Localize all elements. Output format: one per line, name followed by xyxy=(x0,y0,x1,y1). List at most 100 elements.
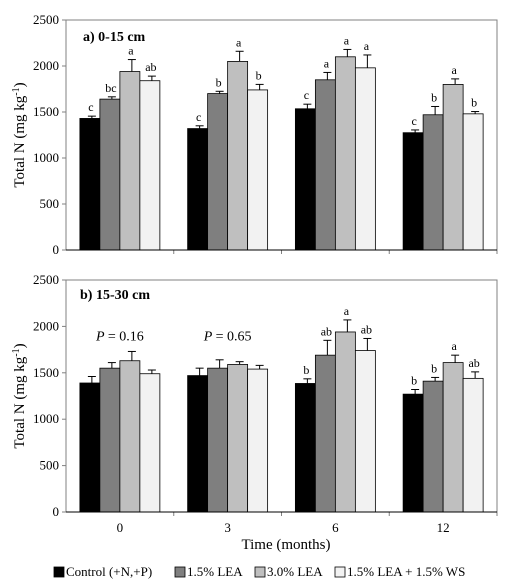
legend-swatch xyxy=(334,566,346,578)
panel-a-y-tick-label: 1500 xyxy=(33,104,59,119)
panel-b-significance-letter: b xyxy=(303,363,309,377)
panel-a-title: a) 0-15 cm xyxy=(83,30,146,45)
panel-a-bar xyxy=(119,71,141,251)
panel-a-y-tick-label: 2500 xyxy=(33,12,59,27)
panel-b-y-axis-title: Total N (mg kg-1) xyxy=(11,343,29,448)
legend-item: 3.0% LEA xyxy=(254,564,323,579)
panel-a-bar xyxy=(207,93,229,251)
panel-a-significance-letter: a xyxy=(324,56,330,70)
panel-a-bar xyxy=(334,56,356,251)
panel-b-y-ticks: 0 500 1000 1500 2000 2500 xyxy=(33,272,66,519)
panel-a-significance-letter: a xyxy=(128,44,134,58)
panel-a-bar xyxy=(99,98,121,251)
panel-a-significance-letter: a xyxy=(236,35,242,49)
p-value-annotation: P = 0.16 xyxy=(95,329,144,344)
panel-a-significance-letter: c xyxy=(411,114,416,128)
panel-b-bar xyxy=(187,375,209,513)
panel-a-significance-letter: a xyxy=(344,33,350,47)
panel-a-bar xyxy=(227,61,249,251)
panel-a-bar xyxy=(402,132,424,251)
legend-label: 3.0% LEA xyxy=(267,564,323,579)
legend-swatch xyxy=(53,566,65,578)
panel-b-bar xyxy=(79,382,101,513)
panel-a-significance-letter: b xyxy=(216,75,222,89)
panel-b-bar xyxy=(422,380,444,513)
legend-label: 1.5% LEA + 1.5% WS xyxy=(347,564,465,579)
panel-b-bar xyxy=(119,360,141,513)
panel-b-y-tick-label: 1000 xyxy=(33,411,59,426)
x-tick-label: 6 xyxy=(332,520,339,535)
legend-item: 1.5% LEA xyxy=(174,564,243,579)
panel-a-significance-letter: b xyxy=(256,68,262,82)
panel-a-bar xyxy=(187,128,209,251)
panel-b-bar xyxy=(442,362,464,513)
panel-a-significance-letter: a xyxy=(364,39,370,53)
legend-swatch xyxy=(254,566,266,578)
panel-a-significance-letter: bc xyxy=(105,81,116,95)
legend-label: Control (+N,+P) xyxy=(66,564,152,579)
panel-a-significance-letter: ab xyxy=(145,60,156,74)
legend-swatch xyxy=(174,566,186,578)
panel-b-y-tick-label: 500 xyxy=(40,458,60,473)
panel-b-bar xyxy=(227,364,249,513)
panel-b-bar xyxy=(294,383,316,513)
panel-a-bar xyxy=(294,108,316,251)
panel-b-significance-letter: b xyxy=(411,374,417,388)
panel-b-significance-letter: ab xyxy=(321,324,332,338)
panel-b-significance-letter: a xyxy=(451,339,457,353)
panel-b-y-tick-label: 1500 xyxy=(33,365,59,380)
x-tick-label: 3 xyxy=(224,520,231,535)
x-tick-label: 12 xyxy=(437,520,450,535)
panel-b-bar xyxy=(314,354,336,513)
panel-b-bar xyxy=(247,368,269,513)
panel-b-significance-letter: b xyxy=(431,361,437,375)
panel-b-significance-letter: a xyxy=(344,304,350,318)
panel-b-bar xyxy=(139,373,161,513)
panel-a-significance-letter: c xyxy=(304,88,309,102)
panel-b-bar xyxy=(402,393,424,513)
panel-a-y-tick-label: 0 xyxy=(53,242,60,257)
panel-a-y-axis-title: Total N (mg kg-1) xyxy=(11,82,29,187)
panel-a-bar xyxy=(442,84,464,251)
panel-b-y-tick-label: 2500 xyxy=(33,272,59,287)
x-tick-labels: 0 3 6 12 xyxy=(117,520,450,535)
panel-a-bar xyxy=(247,89,269,251)
panel-a-y-tick-label: 500 xyxy=(40,196,60,211)
panel-a-y-tick-label: 1000 xyxy=(33,150,59,165)
panel-a-y-tick-label: 2000 xyxy=(33,58,59,73)
x-axis-title: Time (months) xyxy=(241,537,330,553)
panel-a-significance-letter: c xyxy=(196,110,201,124)
panel-a-bar xyxy=(462,113,484,251)
panel-b-y-tick-label: 2000 xyxy=(33,318,59,333)
legend-label: 1.5% LEA xyxy=(187,564,243,579)
panel-b-bar xyxy=(354,350,376,513)
panel-b-bar xyxy=(462,377,484,513)
panel-b-bar xyxy=(334,331,356,513)
p-value-annotation: P = 0.65 xyxy=(203,329,252,344)
panel-b-significance-letter: ab xyxy=(468,356,479,370)
panel-b-title: b) 15-30 cm xyxy=(80,288,150,303)
panel-b-y-tick-label: 0 xyxy=(53,504,60,519)
panel-a-significance-letter: c xyxy=(88,100,93,114)
panel-a-bar xyxy=(354,67,376,251)
panel-a-bar xyxy=(314,79,336,251)
legend-item: 1.5% LEA + 1.5% WS xyxy=(334,564,465,579)
panel-a-bar xyxy=(139,80,161,251)
panel-b-annotations: P = 0.16 P = 0.65 xyxy=(95,329,251,344)
panel-b-significance-letter: ab xyxy=(361,322,372,336)
panel-b-bar xyxy=(207,367,229,513)
panel-a-bar xyxy=(79,118,101,251)
legend-item: Control (+N,+P) xyxy=(53,564,152,579)
panel-a-significance-letter: a xyxy=(451,63,457,77)
x-tick-label: 0 xyxy=(117,520,124,535)
panel-b-bar xyxy=(99,367,121,513)
panel-a-significance-letter: b xyxy=(471,96,477,110)
legend: Control (+N,+P) 1.5% LEA 3.0% LEA 1.5% LEA … xyxy=(53,564,465,579)
panel-a-significance-letter: b xyxy=(431,90,437,104)
panel-a-bar xyxy=(422,114,444,251)
